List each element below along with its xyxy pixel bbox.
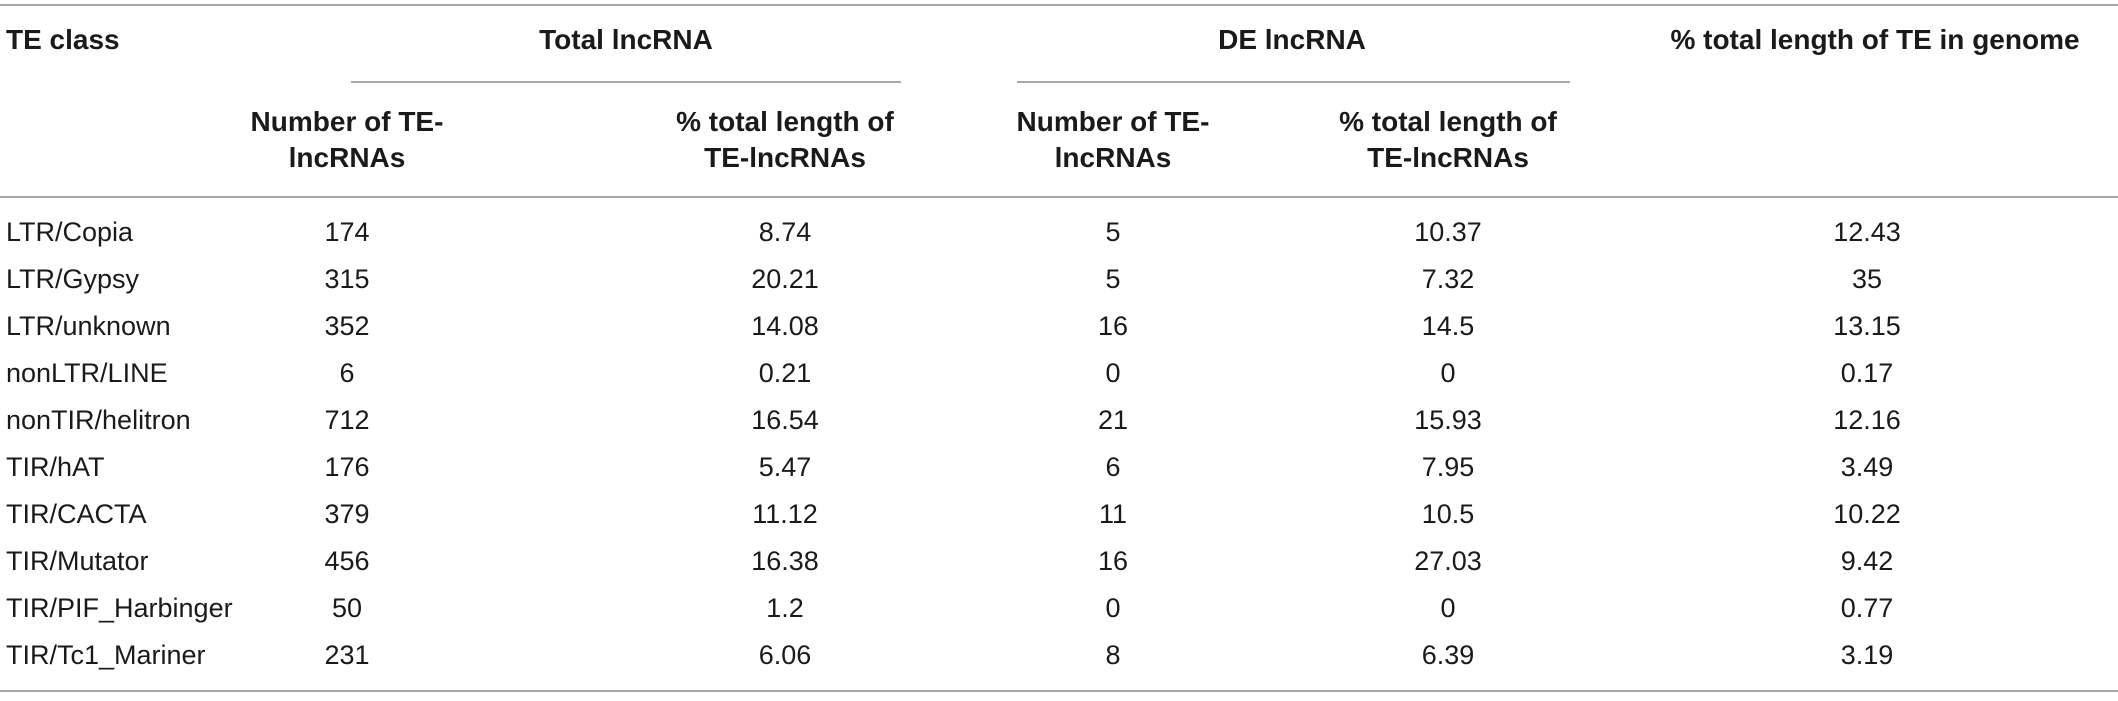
header-te-class: TE class [6, 24, 120, 55]
table-row: TIR/Mutator 456 16.38 16 27.03 9.42 [0, 538, 2118, 585]
cell-te-class: TIR/PIF_Harbinger [6, 593, 233, 623]
cell-genome-pct: 12.16 [1833, 405, 1901, 435]
table-row: nonTIR/helitron 712 16.54 21 15.93 12.16 [0, 397, 2118, 444]
cell-de-number: 0 [1105, 593, 1121, 623]
table-row: LTR/unknown 352 14.08 16 14.5 13.15 [0, 303, 2118, 350]
cell-total-pct: 5.47 [758, 452, 812, 482]
cell-de-pct: 0 [1440, 358, 1456, 388]
cell-de-number: 11 [1098, 499, 1128, 529]
de-group-rule [1017, 81, 1570, 83]
subheader-total-pct: % total length of TE-lncRNAs [676, 106, 894, 173]
cell-genome-pct: 3.19 [1840, 640, 1894, 670]
cell-de-pct: 27.03 [1414, 546, 1482, 576]
cell-de-number: 16 [1097, 311, 1129, 341]
cell-genome-pct: 9.42 [1840, 546, 1894, 576]
cell-total-number: 231 [324, 640, 370, 670]
cell-te-class: nonTIR/helitron [6, 405, 191, 435]
cell-de-pct: 7.32 [1421, 264, 1475, 294]
cell-total-number: 379 [324, 499, 370, 529]
cell-de-number: 8 [1105, 640, 1121, 670]
cell-total-pct: 6.06 [758, 640, 812, 670]
cell-te-class: LTR/unknown [6, 311, 171, 341]
cell-total-pct: 20.21 [751, 264, 819, 294]
cell-de-number: 21 [1097, 405, 1129, 435]
cell-total-pct: 14.08 [751, 311, 819, 341]
cell-total-pct: 16.54 [751, 405, 819, 435]
cell-te-class: TIR/hAT [6, 452, 105, 482]
cell-total-number: 352 [324, 311, 370, 341]
cell-de-number: 16 [1097, 546, 1129, 576]
total-group-rule [351, 81, 901, 83]
cell-de-number: 5 [1105, 217, 1121, 247]
cell-total-pct: 1.2 [766, 593, 804, 623]
table-row: TIR/CACTA 379 11.12 11 10.5 10.22 [0, 491, 2118, 538]
cell-total-pct: 16.38 [751, 546, 819, 576]
header-total-lncrna: Total lncRNA [539, 24, 713, 55]
table-bottom-rule [0, 690, 2118, 692]
cell-total-number: 50 [331, 593, 363, 623]
table-top-rule [0, 4, 2118, 6]
cell-de-number: 0 [1105, 358, 1121, 388]
cell-genome-pct: 12.43 [1833, 217, 1901, 247]
cell-de-number: 5 [1105, 264, 1121, 294]
cell-total-number: 176 [324, 452, 370, 482]
cell-genome-pct: 0.17 [1840, 358, 1894, 388]
cell-genome-pct: 35 [1851, 264, 1883, 294]
subheader-de-pct: % total length of TE-lncRNAs [1339, 106, 1557, 173]
table-row: LTR/Copia 174 8.74 5 10.37 12.43 [0, 209, 2118, 256]
cell-total-number: 712 [324, 405, 370, 435]
cell-te-class: TIR/Mutator [6, 546, 149, 576]
cell-te-class: LTR/Gypsy [6, 264, 140, 294]
header-genome-pct: % total length of TE in genome [1670, 24, 2080, 55]
cell-de-pct: 15.93 [1414, 405, 1482, 435]
cell-de-pct: 10.37 [1414, 217, 1482, 247]
cell-genome-pct: 3.49 [1840, 452, 1894, 482]
cell-de-pct: 0 [1440, 593, 1456, 623]
cell-total-number: 315 [324, 264, 370, 294]
table-row: TIR/PIF_Harbinger 50 1.2 0 0 0.77 [0, 585, 2118, 632]
cell-total-number: 174 [324, 217, 370, 247]
subheader-total-number: Number of TE-lncRNAs [250, 106, 444, 173]
cell-de-pct: 14.5 [1421, 311, 1475, 341]
cell-genome-pct: 10.22 [1833, 499, 1901, 529]
cell-de-pct: 10.5 [1421, 499, 1475, 529]
cell-de-number: 6 [1105, 452, 1121, 482]
cell-total-pct: 8.74 [758, 217, 812, 247]
cell-de-pct: 6.39 [1421, 640, 1475, 670]
table-row: LTR/Gypsy 315 20.21 5 7.32 35 [0, 256, 2118, 303]
table-row: nonLTR/LINE 6 0.21 0 0 0.17 [0, 350, 2118, 397]
subheader-de-number: Number of TE-lncRNAs [1016, 106, 1210, 173]
cell-te-class: LTR/Copia [6, 217, 134, 247]
cell-total-number: 456 [324, 546, 370, 576]
cell-te-class: TIR/CACTA [6, 499, 147, 529]
table-row: TIR/hAT 176 5.47 6 7.95 3.49 [0, 444, 2118, 491]
cell-de-pct: 7.95 [1421, 452, 1475, 482]
table-row: TIR/Tc1_Mariner 231 6.06 8 6.39 3.19 [0, 632, 2118, 679]
cell-total-pct: 0.21 [758, 358, 812, 388]
cell-total-pct: 11.12 [752, 499, 818, 529]
header-de-lncrna: DE lncRNA [1218, 24, 1366, 55]
cell-te-class: nonLTR/LINE [6, 358, 168, 388]
cell-total-number: 6 [339, 358, 355, 388]
cell-genome-pct: 0.77 [1840, 593, 1894, 623]
cell-te-class: TIR/Tc1_Mariner [6, 640, 206, 670]
header-bottom-rule [0, 196, 2118, 198]
cell-genome-pct: 13.15 [1833, 311, 1901, 341]
